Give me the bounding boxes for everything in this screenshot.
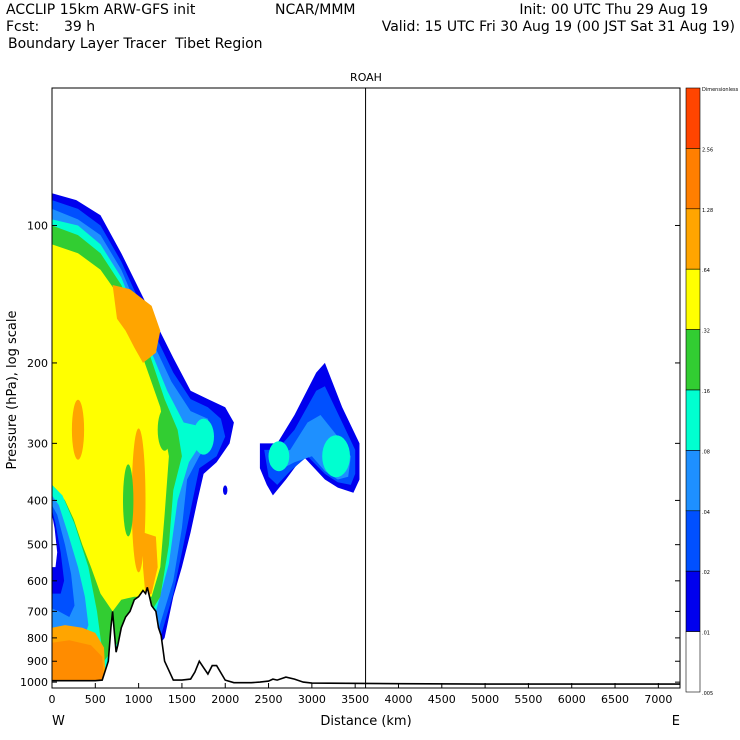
colorbar-swatch [685,329,701,391]
tracer-lowleft-002 [52,510,65,594]
tracer-lowleft-clear [52,514,58,568]
colorbar-label: .08 [702,449,710,455]
y-tick-label: 100 [27,219,48,232]
tracer-mid-032 [123,464,134,537]
colorbar-swatch [685,510,701,572]
x-tick-label: 0 [49,693,56,706]
x-tick-label: 500 [85,693,106,706]
y-tick-label: 1000 [20,676,48,689]
tracer-speck [223,485,228,496]
x-tick-label: 1000 [125,693,153,706]
colorbar-label: .16 [702,389,710,395]
colorbar-label: .64 [702,268,710,274]
y-tick-label: 800 [27,632,48,645]
tracer-remote-016b [268,441,290,472]
y-tick-label: 300 [27,437,48,450]
colorbar-swatch [685,148,701,210]
colorbar-swatch [685,570,701,632]
colorbar-swatch [685,208,701,270]
tracer-surface-256 [52,640,104,683]
terrain-mask [52,587,680,688]
x-axis-east-label: E [672,714,680,729]
x-axis-title: Distance (km) [320,714,411,729]
forecast-hour-label: Fcst: [6,19,40,35]
colorbar-swatch [685,268,701,330]
x-axis: 0 500 1000 1500 2000 2500 3000 3500 4000 4500 5000… [49,683,672,706]
field-title: Boundary Layer Tracer Tibet Region [8,36,263,52]
y-tick-label: 200 [27,357,48,370]
x-tick-label: 6000 [558,693,586,706]
x-tick-label: 2500 [255,693,283,706]
y-tick-label: 900 [27,655,48,668]
tracer-right-016 [193,418,215,455]
colorbar-swatch [685,450,701,512]
x-tick-label: 4000 [384,693,412,706]
x-axis-west-label: W [52,714,65,729]
init-time: Init: 00 UTC Thu 29 Aug 19 [519,2,708,18]
colorbar-label: .01 [702,631,710,637]
terrain-line [52,587,680,685]
colorbar-label: Dimensionless [702,87,739,93]
x-tick-label: 6500 [601,693,629,706]
colorbar-label: .02 [702,570,710,576]
tracer-mid-left-128 [71,399,85,460]
forecast-hour-value: 39 h [64,19,96,35]
y-tick-label: 700 [27,605,48,618]
y-axis: 100 200 300 400 500 600 700 800 900 1000 [20,219,680,689]
tracer-fill-layer [52,193,360,683]
y-tick-label: 600 [27,575,48,588]
org-label: NCAR/MMM [275,2,356,18]
y-tick-label: 500 [27,539,48,552]
x-tick-label: 2000 [211,693,239,706]
colorbar-swatch [685,631,701,693]
terrain-layer [52,587,680,688]
colorbar-swatch [685,87,701,149]
x-tick-label: 5500 [514,693,542,706]
y-tick-label: 400 [27,494,48,507]
colorbar-label: 2.56 [702,147,713,153]
tracer-lower-128 [143,532,158,597]
colorbar-label: .04 [702,510,710,516]
tracer-mid-128 [131,428,146,573]
x-tick-label: 5000 [471,693,499,706]
colorbar: Dimensionless 2.56 1.28 .64 .32 .16 .08 .04 .02.… [685,87,739,697]
y-axis-title: Pressure (hPa), log scale [5,311,20,470]
plot-title: ROAH [350,71,382,84]
tracer-remote-016a [322,435,350,478]
x-tick-label: 4500 [428,693,456,706]
x-tick-label: 1500 [168,693,196,706]
x-tick-label: 3000 [298,693,326,706]
model-label: ACCLIP 15km ARW-GFS init [6,2,196,18]
colorbar-label: .005 [702,691,713,697]
x-tick-label: 3500 [341,693,369,706]
colorbar-label: .32 [702,329,710,335]
colorbar-swatch [685,389,701,451]
colorbar-label: 1.28 [702,208,713,214]
x-tick-label: 7000 [644,693,672,706]
tracer-mid-right-032 [157,408,172,451]
valid-time: Valid: 15 UTC Fri 30 Aug 19 (00 JST Sat … [381,19,735,35]
tracer-upper-128 [112,285,161,363]
